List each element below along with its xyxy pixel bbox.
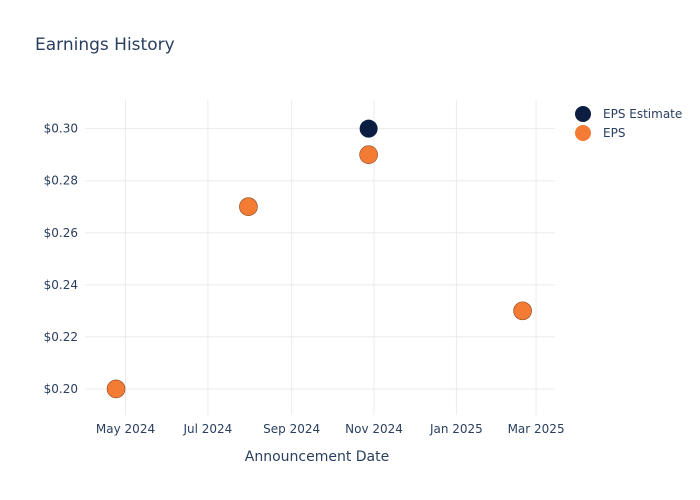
y-tick-label: $0.26 [44,226,78,240]
chart-title: Earnings History [35,35,175,55]
eps-point[interactable] [239,197,258,217]
legend-item-eps-estimate[interactable]: EPS Estimate [575,106,682,122]
series-eps-estimate [107,119,532,398]
x-tick-label: Nov 2024 [345,422,403,436]
legend-marker [575,125,591,141]
eps-point[interactable] [106,379,126,399]
eps-point[interactable] [359,145,378,164]
legend-label: EPS [603,126,625,140]
legend-item-eps[interactable]: EPS [575,125,625,141]
x-tick-label: Jan 2025 [429,422,483,436]
x-tick-label: Jul 2024 [182,422,232,436]
grid-lines [85,100,555,415]
series-eps [106,145,532,399]
eps-point[interactable] [513,301,532,321]
legend[interactable]: EPS Estimate EPS [575,106,682,141]
y-tick-label: $0.20 [44,382,78,396]
x-tick-label: May 2024 [96,422,155,436]
y-tick-label: $0.30 [44,122,78,136]
y-tick-label: $0.24 [44,278,78,292]
legend-label: EPS Estimate [603,107,682,121]
data-points [106,119,532,399]
eps-estimate-point[interactable] [359,119,378,138]
x-tick-label: Sep 2024 [263,422,320,436]
x-axis: May 2024 Jul 2024 Sep 2024 Nov 2024 Jan 2025… [96,422,565,436]
x-axis-title: Announcement Date [245,449,389,465]
x-tick-label: Mar 2025 [508,422,565,436]
y-tick-label: $0.22 [44,330,78,344]
y-tick-label: $0.28 [44,174,78,188]
legend-marker [575,106,591,122]
y-axis: $0.20 $0.22 $0.24 $0.26 $0.28 $0.30 [44,122,78,396]
